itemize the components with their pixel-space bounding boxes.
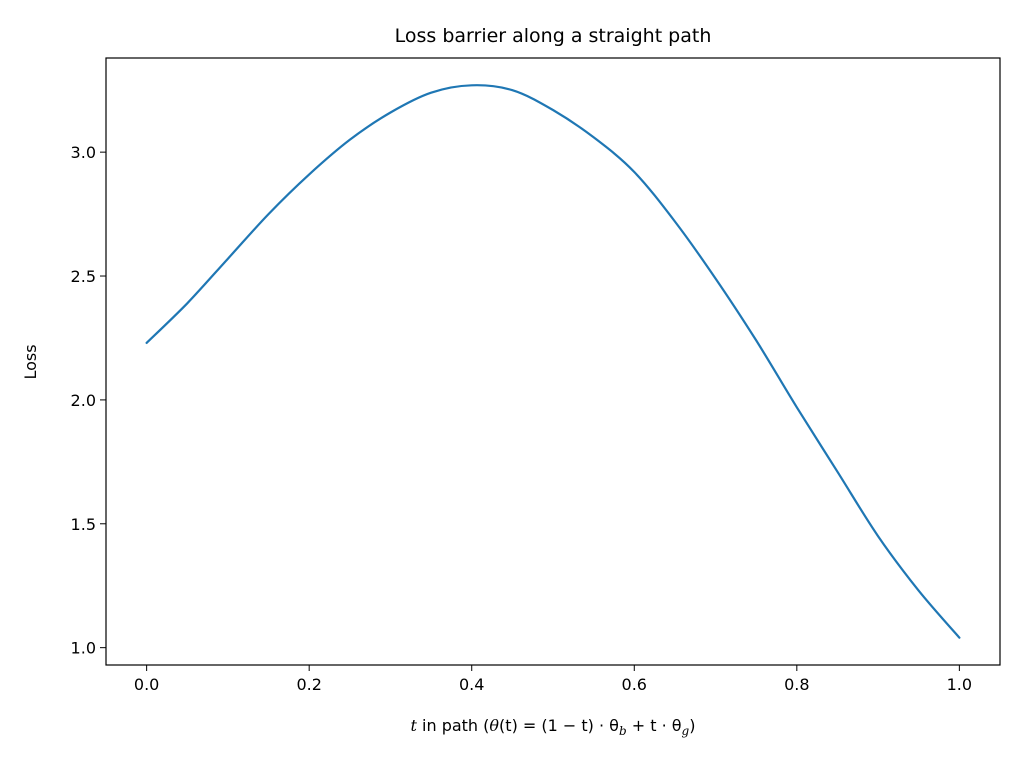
y-tick-label: 2.5 [71, 267, 96, 286]
x-tick-label: 0.2 [296, 675, 321, 694]
x-tick-label: 1.0 [947, 675, 972, 694]
y-tick-label: 1.0 [71, 639, 96, 658]
chart-title: Loss barrier along a straight path [395, 25, 712, 47]
plot-area [145, 84, 961, 639]
x-label-text: in path ( [417, 716, 489, 735]
loss-series-line [145, 84, 961, 639]
x-label-sub-g: g [682, 724, 690, 738]
y-axis: 1.0 1.5 2.0 2.5 3.0 [71, 143, 106, 658]
x-tick-label: 0.4 [459, 675, 484, 694]
y-axis-label: Loss [21, 344, 40, 379]
x-label-plus: + t · θ [627, 716, 682, 735]
x-tick-label: 0.0 [134, 675, 159, 694]
y-tick-label: 3.0 [71, 143, 96, 162]
y-tick-label: 1.5 [71, 515, 96, 534]
x-label-sub-b: b [619, 724, 627, 738]
axes-frame [105, 57, 1001, 666]
x-label-close: ) [689, 716, 695, 735]
x-axis: 0.0 0.2 0.4 0.6 0.8 1.0 [134, 665, 972, 694]
y-tick-label: 2.0 [71, 391, 96, 410]
x-axis-label: t in path (θ(t) = (1 − t) · θb + t · θg) [411, 716, 696, 738]
x-label-var: t [411, 716, 418, 735]
x-tick-label: 0.6 [622, 675, 647, 694]
x-label-formula: (t) = (1 − t) · θ [499, 716, 619, 735]
x-tick-label: 0.8 [784, 675, 809, 694]
x-label-theta: θ [489, 716, 499, 735]
